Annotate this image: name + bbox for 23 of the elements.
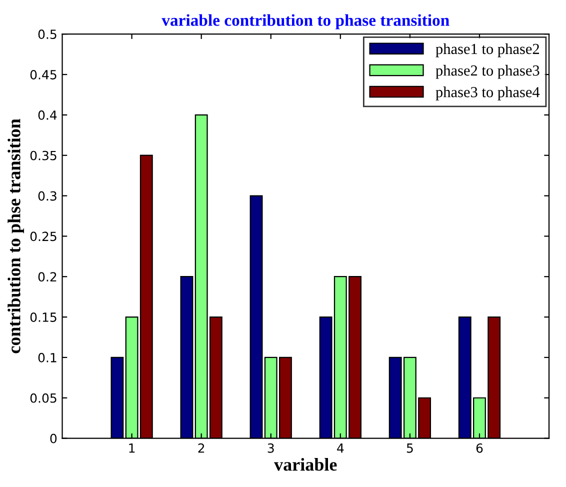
- legend-label: phase1 to phase2: [436, 43, 540, 58]
- y-tick-label: 0.35: [30, 150, 56, 160]
- y-tick-label: 0.2: [38, 272, 56, 282]
- chart-title: variable contribution to phase transition: [162, 14, 450, 30]
- legend-label: phase3 to phase4: [436, 86, 540, 100]
- y-axis-title: contribution to phse transition: [8, 118, 24, 354]
- legend-label: phase2 to phase3: [436, 64, 540, 79]
- x-tick-label: 1: [129, 444, 135, 453]
- y-tick-label: 0.4: [38, 110, 57, 120]
- x-tick-label: 3: [268, 443, 274, 453]
- x-tick-label: 6: [476, 443, 483, 453]
- x-tick-label: 2: [198, 443, 204, 453]
- x-axis-title: variable: [274, 458, 337, 471]
- x-tick-label: 5: [406, 444, 413, 453]
- y-tick-label: 0.45: [30, 70, 56, 80]
- y-tick-label: 0.5: [38, 30, 56, 40]
- y-tick-label: 0.25: [30, 232, 56, 242]
- x-tick-label: 4: [337, 444, 344, 453]
- y-tick-label: 0.1: [38, 352, 56, 362]
- y-tick-label: 0.3: [38, 191, 56, 201]
- y-tick-label: 0: [50, 434, 57, 444]
- y-tick-label: 0.15: [30, 312, 56, 322]
- y-tick-label: 0.05: [30, 393, 56, 403]
